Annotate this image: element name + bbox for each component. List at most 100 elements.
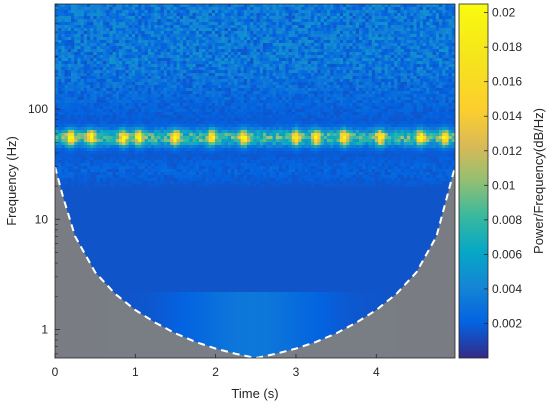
heatmap-cell bbox=[189, 19, 194, 23]
heatmap-cell bbox=[138, 280, 142, 284]
heatmap-cell bbox=[58, 79, 62, 83]
heatmap-cell bbox=[90, 166, 94, 170]
heatmap-cell bbox=[170, 208, 174, 212]
heatmap-cell bbox=[96, 223, 101, 227]
heatmap-cell bbox=[77, 142, 82, 146]
heatmap-cell bbox=[109, 115, 114, 119]
heatmap-cell bbox=[167, 61, 171, 65]
heatmap-cell bbox=[67, 109, 72, 113]
heatmap-cell bbox=[138, 124, 142, 128]
heatmap-cell bbox=[83, 58, 88, 62]
heatmap-cell bbox=[96, 205, 101, 209]
heatmap-cell bbox=[179, 85, 184, 89]
heatmap-cell bbox=[173, 55, 178, 59]
heatmap-cell bbox=[186, 61, 190, 65]
heatmap-cell bbox=[74, 142, 78, 146]
heatmap-cell bbox=[176, 4, 181, 8]
heatmap-cell bbox=[170, 70, 174, 74]
heatmap-cell bbox=[71, 175, 75, 179]
heatmap-cell bbox=[71, 196, 75, 200]
heatmap-cell bbox=[154, 181, 158, 185]
heatmap-cell bbox=[135, 184, 139, 188]
heatmap-cell bbox=[115, 226, 120, 230]
heatmap-cell bbox=[77, 208, 82, 212]
heatmap-cell bbox=[186, 25, 190, 29]
heatmap-cell bbox=[183, 313, 187, 317]
heatmap-cell bbox=[106, 160, 110, 164]
heatmap-cell bbox=[131, 175, 136, 179]
heatmap-cell bbox=[64, 7, 69, 11]
heatmap-cell bbox=[87, 163, 91, 167]
heatmap-cell bbox=[144, 292, 149, 296]
heatmap-cell bbox=[138, 256, 142, 260]
heatmap-cell bbox=[80, 82, 85, 86]
heatmap-cell bbox=[74, 25, 78, 29]
heatmap-cell bbox=[157, 241, 162, 245]
heatmap-cell bbox=[119, 49, 123, 53]
heatmap-cell bbox=[90, 25, 94, 29]
heatmap-cell bbox=[151, 319, 155, 323]
heatmap-cell bbox=[173, 13, 178, 17]
heatmap-cell bbox=[138, 10, 142, 14]
heatmap-cell bbox=[122, 142, 126, 146]
heatmap-cell bbox=[67, 88, 72, 92]
heatmap-cell bbox=[160, 316, 165, 320]
heatmap-cell bbox=[163, 151, 168, 155]
heatmap-cell bbox=[151, 214, 155, 218]
heatmap-cell bbox=[176, 148, 181, 152]
heatmap-cell bbox=[144, 199, 149, 203]
heatmap-cell bbox=[64, 178, 69, 182]
heatmap-cell bbox=[147, 13, 152, 17]
heatmap-cell bbox=[90, 181, 94, 185]
heatmap-cell bbox=[138, 34, 142, 38]
heatmap-cell bbox=[87, 76, 91, 80]
heatmap-cell bbox=[90, 217, 94, 221]
heatmap-cell bbox=[61, 133, 66, 137]
heatmap-cell bbox=[93, 220, 98, 224]
heatmap-cell bbox=[167, 148, 171, 152]
heatmap-cell bbox=[179, 202, 184, 206]
heatmap-cell bbox=[109, 208, 114, 212]
heatmap-cell bbox=[179, 124, 184, 128]
heatmap-cell bbox=[173, 58, 178, 62]
heatmap-cell bbox=[96, 106, 101, 110]
heatmap-cell bbox=[106, 193, 110, 197]
heatmap-cell bbox=[128, 55, 133, 59]
heatmap-cell bbox=[186, 154, 190, 158]
heatmap-cell bbox=[167, 229, 171, 233]
heatmap-cell bbox=[67, 172, 72, 176]
heatmap-cell bbox=[87, 49, 91, 53]
heatmap-cell bbox=[128, 175, 133, 179]
heatmap-cell bbox=[167, 28, 171, 32]
heatmap-cell bbox=[173, 22, 178, 26]
heatmap-cell bbox=[157, 103, 162, 107]
heatmap-cell bbox=[109, 202, 114, 206]
heatmap-cell bbox=[112, 64, 117, 68]
heatmap-cell bbox=[112, 265, 117, 269]
heatmap-cell bbox=[183, 79, 187, 83]
heatmap-cell bbox=[151, 307, 155, 311]
heatmap-cell bbox=[128, 163, 133, 167]
heatmap-cell bbox=[119, 172, 123, 176]
heatmap-cell bbox=[90, 178, 94, 182]
heatmap-cell bbox=[138, 196, 142, 200]
heatmap-cell bbox=[115, 247, 120, 251]
heatmap-cell bbox=[157, 250, 162, 254]
heatmap-cell bbox=[176, 133, 181, 137]
heatmap-cell bbox=[77, 37, 82, 41]
heatmap-cell bbox=[163, 64, 168, 68]
heatmap-cell bbox=[167, 40, 171, 44]
heatmap-cell bbox=[64, 52, 69, 56]
heatmap-cell bbox=[90, 64, 94, 68]
heatmap-cell bbox=[109, 217, 114, 221]
heatmap-cell bbox=[93, 109, 98, 113]
heatmap-cell bbox=[160, 103, 165, 107]
heatmap-cell bbox=[183, 40, 187, 44]
heatmap-cell bbox=[131, 229, 136, 233]
heatmap-cell bbox=[125, 16, 130, 20]
heatmap-cell bbox=[96, 241, 101, 245]
heatmap-cell bbox=[83, 118, 88, 122]
heatmap-cell bbox=[128, 40, 133, 44]
heatmap-cell bbox=[176, 244, 181, 248]
heatmap-cell bbox=[170, 193, 174, 197]
